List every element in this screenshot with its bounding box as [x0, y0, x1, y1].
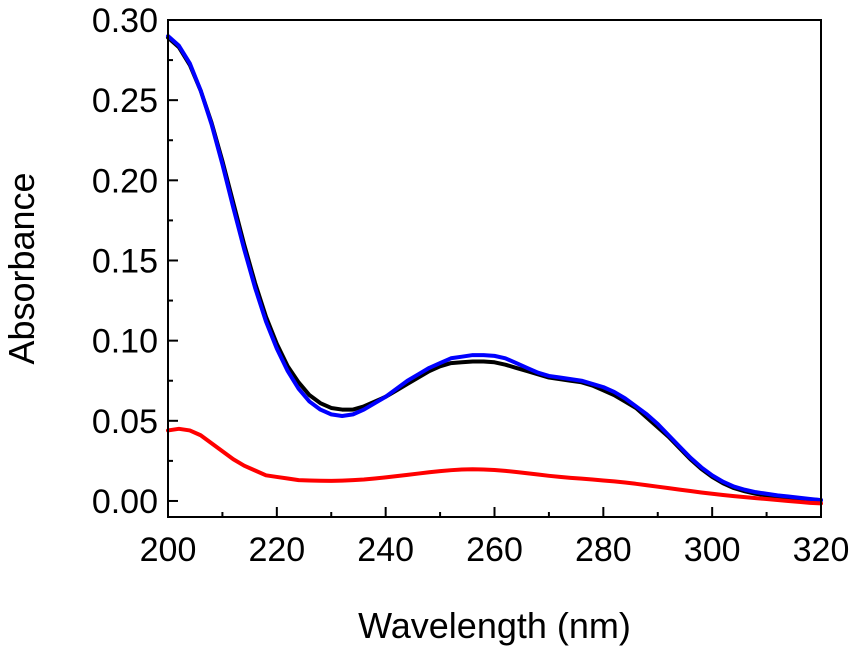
series-line-blue [166, 34, 823, 503]
x-tick-label: 220 [248, 531, 305, 569]
x-tick-label: 260 [466, 531, 523, 569]
x-tick-label: 300 [684, 531, 741, 569]
y-tick-label: 0.10 [92, 323, 158, 361]
y-axis-title: Absorbance [1, 172, 42, 364]
x-tick-label: 200 [140, 531, 197, 569]
series-layer [166, 34, 823, 506]
y-tick-label: 0.05 [92, 403, 158, 441]
x-tick-label: 240 [357, 531, 414, 569]
ticks-layer: 200 220 240 260 280 300 320 0.00 0.05 0.10 0.15 0.2… [92, 2, 850, 569]
x-axis-title: Wavelength (nm) [358, 605, 631, 646]
plot-frame [167, 19, 822, 518]
y-tick-label: 0.25 [92, 82, 158, 120]
y-tick-label: 0.30 [92, 2, 158, 40]
series-line-black [166, 35, 823, 503]
y-tick-label: 0.15 [92, 242, 158, 280]
series-line-red [166, 426, 823, 506]
y-tick-label: 0.20 [92, 162, 158, 200]
y-tick-label: 0.00 [92, 483, 158, 521]
x-tick-label: 280 [575, 531, 632, 569]
x-tick-label: 320 [793, 531, 850, 569]
